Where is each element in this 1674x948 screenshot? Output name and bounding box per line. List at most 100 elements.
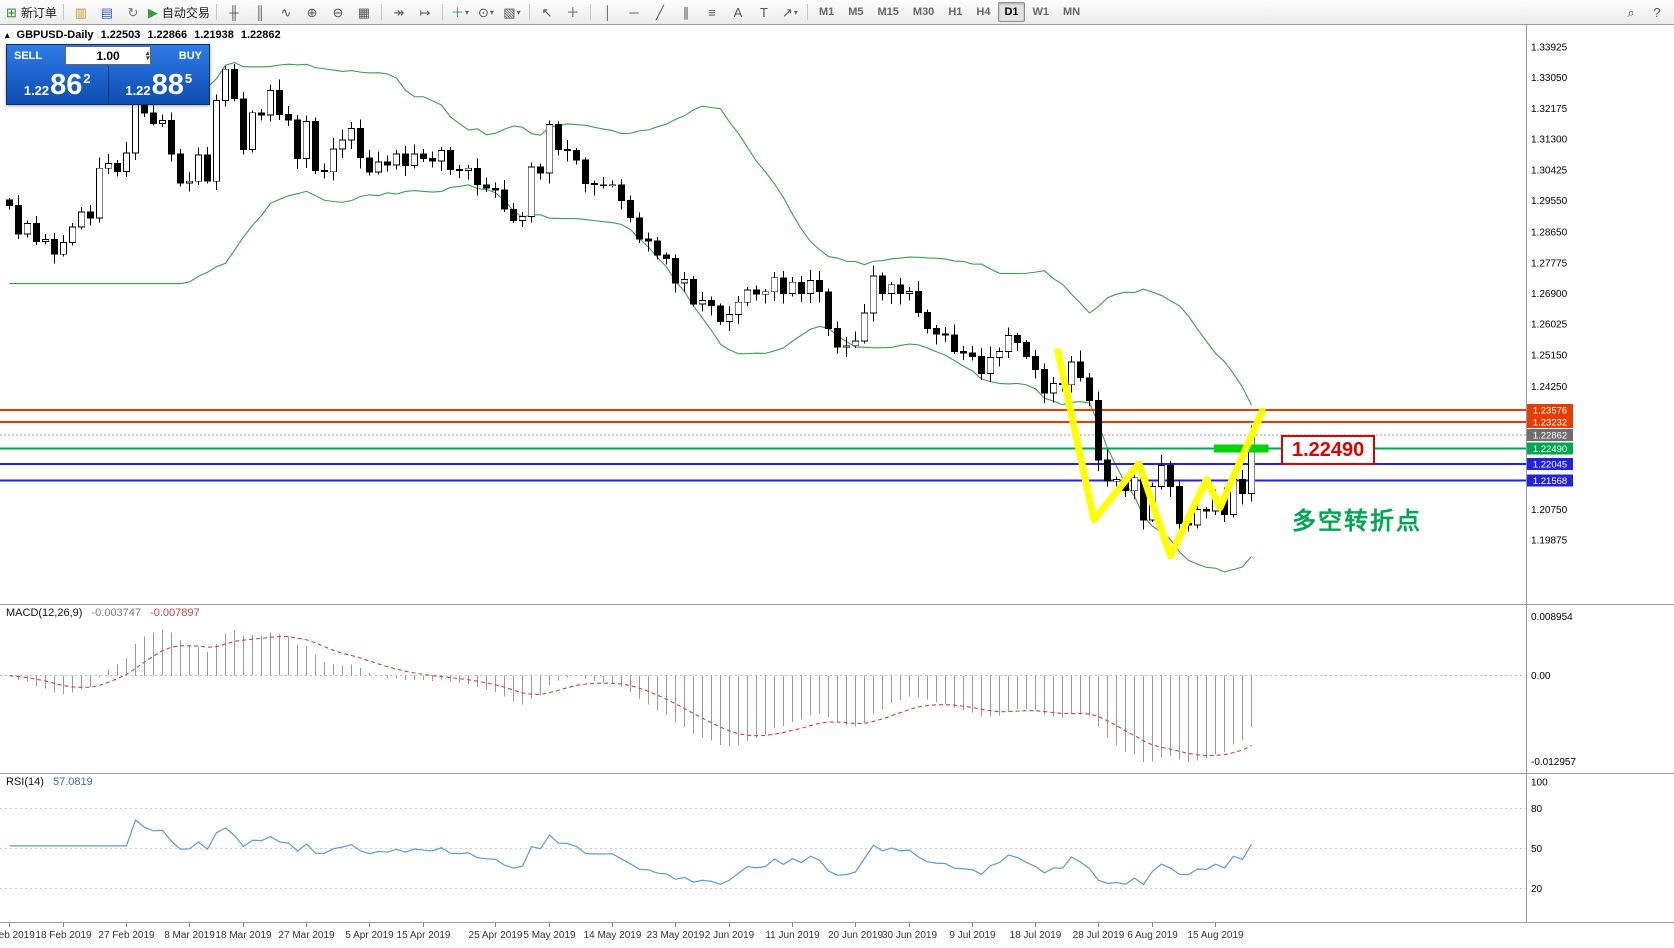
search-button[interactable]: ⌕ (1618, 2, 1644, 22)
turning-point-annotation[interactable]: 多空转折点 (1292, 508, 1422, 535)
date-axis-label: 27 Mar 2019 (278, 930, 335, 941)
bid-pipette: 2 (83, 71, 91, 86)
price-tag-box (1527, 474, 1573, 487)
timeframe-button-m5[interactable]: M5 (848, 6, 864, 18)
arrows-button[interactable]: ↗ ▾ (777, 2, 803, 22)
candlestick-type-button[interactable]: ║ (247, 2, 273, 22)
buy-button[interactable]: 1.22 88 5 (109, 66, 210, 104)
auto-scroll-button[interactable]: ↠ (386, 2, 412, 22)
price-axis-tick: 1.25150 (1531, 350, 1568, 361)
date-axis-label: 6 Aug 2019 (1127, 930, 1178, 941)
vertical-line-icon: │ (603, 4, 612, 20)
bar-chart-type-icon: ╫ (229, 4, 239, 20)
vertical-line-button[interactable]: │ (595, 2, 621, 22)
refresh-button[interactable]: ↻ (120, 2, 146, 22)
date-axis-label: 5 May 2019 (523, 930, 576, 941)
volume-stepper[interactable]: ▴ ▾ (145, 47, 149, 64)
timeframe-button-h4[interactable]: H4 (976, 6, 991, 18)
date-axis-label: 28 Jul 2019 (1073, 930, 1125, 941)
timeframe-button-m30[interactable]: M30 (912, 6, 935, 18)
help-icon: ? (1653, 4, 1661, 20)
channel-icon: ∥ (682, 4, 690, 20)
date-axis-label: 20 Jun 2019 (828, 930, 883, 941)
timeframe-button-h1[interactable]: H1 (948, 6, 963, 18)
trendline-icon: ╱ (656, 4, 664, 20)
chart-shift-icon: ↦ (419, 4, 431, 20)
price-axis-tick: 1.31300 (1531, 135, 1568, 146)
volume-input[interactable]: 1.00 ▴ ▾ (65, 46, 151, 65)
panel-borders (0, 24, 1674, 923)
price-callout-label[interactable]: 1.22490 (1281, 435, 1376, 465)
indicators-button[interactable]: ＋ ▾ (447, 2, 473, 22)
zoom-out-icon: ⊖ (332, 4, 344, 20)
templates-icon: ▧ (503, 4, 516, 20)
timeframe-button-d1[interactable]: D1 (998, 2, 1025, 22)
timeframe-button-w1[interactable]: W1 (1032, 6, 1050, 18)
price-axis-tick: 1.33925 (1531, 43, 1568, 54)
cursor-button[interactable]: ↖ (534, 2, 560, 22)
toolbar-separator (380, 4, 382, 20)
new-order-button[interactable]: ⊞ 新订单 (4, 2, 59, 22)
volume-down-icon[interactable]: ▾ (145, 54, 149, 62)
toolbar-separator (589, 4, 591, 20)
date-axis-label: 8 Feb 2019 (0, 930, 35, 941)
auto-trading-button[interactable]: ▶ 自动交易 (146, 2, 212, 22)
zoom-out-button[interactable]: ⊖ (325, 2, 351, 22)
chart-window-button[interactable]: ▥ (68, 2, 94, 22)
channel-button[interactable]: ∥ (673, 2, 699, 22)
rsi-panel: 100 80 50 20 (0, 778, 1548, 895)
templates-button[interactable]: ▧ ▾ (499, 2, 525, 22)
price-axis-tick: 1.26025 (1531, 320, 1568, 331)
horizontal-line-button[interactable]: ─ (621, 2, 647, 22)
toolbar-separator (441, 4, 443, 20)
date-axis-label: 5 Apr 2019 (345, 930, 394, 941)
volume-up-icon[interactable]: ▴ (145, 49, 149, 57)
tile-windows-button[interactable]: ▦ (351, 2, 377, 22)
cursor-icon: ↖ (541, 4, 553, 20)
arrows-icon: ↗ (781, 4, 793, 20)
toolbar-separator (62, 4, 64, 20)
line-chart-type-button[interactable]: ∿ (273, 2, 299, 22)
rsi-axis-tick: 50 (1531, 844, 1543, 855)
date-axis-label: 15 Apr 2019 (397, 930, 451, 941)
ask-pipette: 5 (184, 71, 193, 86)
panel-collapse-icon[interactable]: ▴ (5, 29, 10, 40)
zoom-in-button[interactable]: ⊕ (299, 2, 325, 22)
ask-prefix: 1.22 (125, 83, 151, 98)
macd-axis-tick: 0.00 (1531, 671, 1551, 682)
profiles-button[interactable]: ▤ (94, 2, 120, 22)
help-button[interactable]: ? (1644, 2, 1670, 22)
periods-button[interactable]: ⊙ ▾ (473, 2, 499, 22)
timeframe-button-mn[interactable]: MN (1063, 6, 1081, 18)
text-label-button[interactable]: T (751, 2, 777, 22)
price-axis-tick: 1.26900 (1531, 289, 1568, 300)
text-icon: A (733, 4, 743, 20)
crosshair-button[interactable]: ＋ (560, 2, 586, 22)
sell-button[interactable]: 1.22 86 2 (7, 66, 109, 104)
bollinger-bands (9, 62, 1252, 573)
bar-chart-type-button[interactable]: ╫ (221, 2, 247, 22)
zigzag-annotation[interactable] (1054, 347, 1266, 560)
fibonacci-button[interactable]: ≡ (699, 2, 725, 22)
new-order-button-label: 新订单 (20, 5, 57, 20)
bid-prefix: 1.22 (23, 83, 50, 98)
line-chart-type-icon: ∿ (280, 4, 292, 20)
zoom-in-icon: ⊕ (306, 4, 318, 20)
buy-label: BUY (178, 49, 202, 62)
price-tag-text: 1.22862 (1533, 431, 1567, 442)
rsi-indicator-label: RSI(14) 57.0819 (6, 776, 93, 788)
candlestick-type-icon: ║ (255, 4, 265, 20)
timeframe-button-m15[interactable]: M15 (877, 6, 899, 18)
horizontal-level-lines[interactable] (0, 409, 1526, 482)
new-order-icon: ⊞ (6, 4, 17, 20)
price-tag-text: 1.23576 (1533, 406, 1567, 417)
text-button[interactable]: A (725, 2, 751, 22)
chart-shift-button[interactable]: ↦ (412, 2, 438, 22)
macd-panel: 0.008954 0.00 -0.012957 (0, 612, 1576, 768)
trendline-button[interactable]: ╱ (647, 2, 673, 22)
timeframe-button-m1[interactable]: M1 (818, 6, 835, 18)
date-axis-label: 23 May 2019 (647, 930, 705, 941)
date-axis-label: 15 Aug 2019 (1187, 930, 1244, 941)
